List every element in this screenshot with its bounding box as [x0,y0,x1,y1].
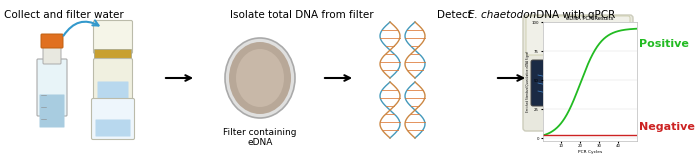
Text: Filter containing: Filter containing [223,128,297,137]
Text: DNA with qPCR: DNA with qPCR [533,10,615,20]
Text: Isolate total DNA from filter: Isolate total DNA from filter [230,10,374,20]
Ellipse shape [229,42,291,114]
FancyBboxPatch shape [562,44,594,56]
Text: eDNA: eDNA [247,138,273,147]
FancyBboxPatch shape [558,108,561,122]
FancyBboxPatch shape [95,120,130,136]
Y-axis label: Enriched Standard Quantitative eDNA Signal: Enriched Standard Quantitative eDNA Sign… [526,51,530,112]
FancyBboxPatch shape [553,108,556,122]
FancyBboxPatch shape [43,44,61,64]
FancyBboxPatch shape [573,108,576,122]
FancyBboxPatch shape [92,99,134,140]
FancyBboxPatch shape [621,108,624,122]
FancyBboxPatch shape [596,108,599,122]
FancyBboxPatch shape [39,95,64,128]
FancyBboxPatch shape [37,59,67,116]
FancyBboxPatch shape [616,108,620,122]
FancyBboxPatch shape [94,20,132,53]
Ellipse shape [225,38,295,118]
FancyBboxPatch shape [601,108,604,122]
FancyBboxPatch shape [531,60,625,106]
FancyBboxPatch shape [94,49,132,63]
X-axis label: PCR Cycles: PCR Cycles [578,150,602,154]
FancyBboxPatch shape [563,108,566,122]
Text: Detect: Detect [437,10,475,20]
Circle shape [574,31,582,39]
FancyBboxPatch shape [526,16,630,55]
FancyBboxPatch shape [97,81,129,99]
FancyBboxPatch shape [94,59,132,101]
Text: Negative: Negative [639,122,695,132]
Ellipse shape [236,49,284,107]
FancyBboxPatch shape [41,34,63,48]
FancyBboxPatch shape [568,108,571,122]
Text: Positive: Positive [639,39,689,49]
Title: eDNA PCR Results: eDNA PCR Results [566,16,613,21]
FancyBboxPatch shape [523,15,633,131]
FancyBboxPatch shape [606,108,609,122]
FancyBboxPatch shape [610,108,615,122]
Text: E. chaetodon: E. chaetodon [468,10,536,20]
FancyBboxPatch shape [578,108,581,122]
Text: Collect and filter water: Collect and filter water [4,10,124,20]
